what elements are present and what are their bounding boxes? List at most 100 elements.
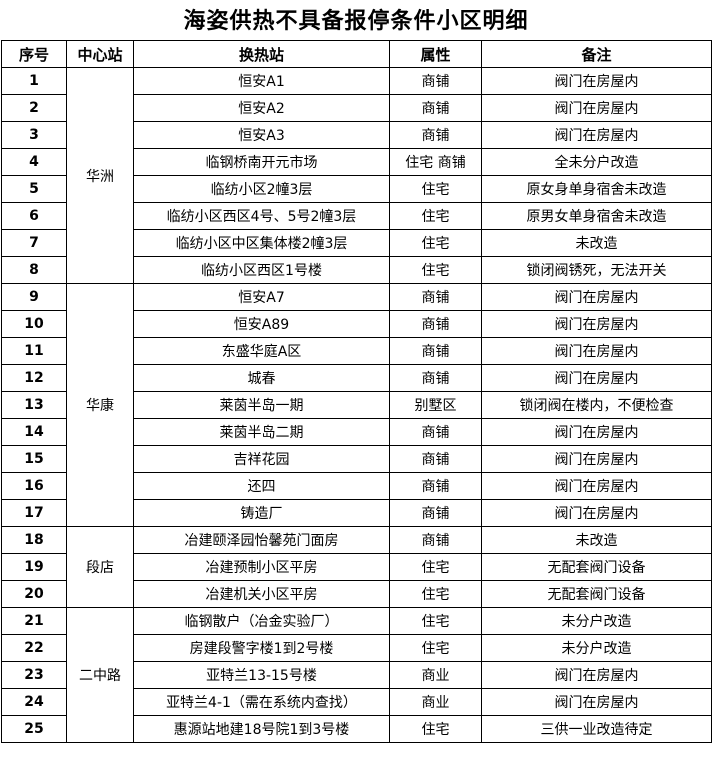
heat-station: 吉祥花园	[133, 445, 390, 473]
property-type: 商铺	[389, 445, 482, 473]
property-type: 商铺	[389, 67, 482, 95]
table-row: 24 亚特兰4-1（需在系统内查找） 商业 阀门在房屋内	[1, 688, 712, 716]
row-number: 22	[1, 634, 67, 662]
property-type: 商铺	[389, 364, 482, 392]
property-type: 商铺	[389, 499, 482, 527]
remark: 无配套阀门设备	[481, 580, 712, 608]
center-station: 段店	[66, 526, 134, 608]
property-type: 商铺	[389, 94, 482, 122]
remark: 原女身单身宿舍未改造	[481, 175, 712, 203]
row-number: 11	[1, 337, 67, 365]
heat-station: 莱茵半岛一期	[133, 391, 390, 419]
row-number: 17	[1, 499, 67, 527]
table-row: 7 临纺小区中区集体楼2幢3层 住宅 未改造	[1, 229, 712, 257]
table-row: 1 华洲 恒安A1 商铺 阀门在房屋内	[1, 67, 712, 284]
heat-station: 还四	[133, 472, 390, 500]
center-station: 华康	[66, 283, 134, 527]
table-row: 20 冶建机关小区平房 住宅 无配套阀门设备	[1, 580, 712, 608]
row-number: 2	[1, 94, 67, 122]
row-number: 6	[1, 202, 67, 230]
row-number: 14	[1, 418, 67, 446]
remark: 锁闭阀在楼内，不便检查	[481, 391, 712, 419]
row-number: 23	[1, 661, 67, 689]
table-row: 6 临纺小区西区4号、5号2幢3层 住宅 原男女单身宿舍未改造	[1, 202, 712, 230]
row-number: 8	[1, 256, 67, 284]
table-row: 11 东盛华庭A区 商铺 阀门在房屋内	[1, 337, 712, 365]
header-row: 序号 中心站 换热站 属性 备注	[1, 40, 712, 68]
property-type: 住宅	[389, 580, 482, 608]
header-type: 属性	[389, 40, 482, 68]
row-number: 25	[1, 715, 67, 743]
property-type: 别墅区	[389, 391, 482, 419]
heat-station: 冶建预制小区平房	[133, 553, 390, 581]
table-row: 5 临纺小区2幢3层 住宅 原女身单身宿舍未改造	[1, 175, 712, 203]
remark: 阀门在房屋内	[481, 418, 712, 446]
center-station: 二中路	[66, 607, 134, 743]
table-row: 23 亚特兰13-15号楼 商业 阀门在房屋内	[1, 661, 712, 689]
heat-station: 恒安A3	[133, 121, 390, 149]
heat-station: 临纺小区西区1号楼	[133, 256, 390, 284]
table-row: 15 吉祥花园 商铺 阀门在房屋内	[1, 445, 712, 473]
property-type: 住宅	[389, 553, 482, 581]
row-number: 21	[1, 607, 67, 635]
remark: 阀门在房屋内	[481, 499, 712, 527]
property-type: 住宅	[389, 202, 482, 230]
center-station: 华洲	[66, 67, 134, 284]
property-type: 住宅	[389, 256, 482, 284]
property-type: 住宅	[389, 607, 482, 635]
property-type: 商铺	[389, 283, 482, 311]
heat-station: 恒安A2	[133, 94, 390, 122]
row-number: 5	[1, 175, 67, 203]
table-row: 25 惠源站地建18号院1到3号楼 住宅 三供一业改造待定	[1, 715, 712, 743]
remark: 阀门在房屋内	[481, 472, 712, 500]
property-type: 商铺	[389, 526, 482, 554]
table-row: 22 房建段警字楼1到2号楼 住宅 未分户改造	[1, 634, 712, 662]
property-type: 商铺	[389, 418, 482, 446]
header-note: 备注	[481, 40, 712, 68]
header-station: 换热站	[133, 40, 390, 68]
remark: 未改造	[481, 229, 712, 257]
heat-station: 临纺小区西区4号、5号2幢3层	[133, 202, 390, 230]
heat-station: 恒安A89	[133, 310, 390, 338]
heat-station: 城春	[133, 364, 390, 392]
heat-station: 冶建机关小区平房	[133, 580, 390, 608]
heat-station: 亚特兰13-15号楼	[133, 661, 390, 689]
heat-station: 恒安A1	[133, 67, 390, 95]
remark: 全未分户改造	[481, 148, 712, 176]
remark: 阀门在房屋内	[481, 283, 712, 311]
table-row: 18 段店 冶建颐泽园怡馨苑门面房 商铺 未改造	[1, 526, 712, 608]
heat-station: 东盛华庭A区	[133, 337, 390, 365]
property-type: 商业	[389, 688, 482, 716]
row-number: 18	[1, 526, 67, 554]
remark: 锁闭阀锈死，无法开关	[481, 256, 712, 284]
table-row: 4 临钢桥南开元市场 住宅 商铺 全未分户改造	[1, 148, 712, 176]
row-number: 24	[1, 688, 67, 716]
table-row: 9 华康 恒安A7 商铺 阀门在房屋内	[1, 283, 712, 527]
heat-station: 恒安A7	[133, 283, 390, 311]
property-type: 住宅	[389, 715, 482, 743]
row-number: 13	[1, 391, 67, 419]
row-number: 16	[1, 472, 67, 500]
table-row: 16 还四 商铺 阀门在房屋内	[1, 472, 712, 500]
heat-station: 亚特兰4-1（需在系统内查找）	[133, 688, 390, 716]
detail-table: 序号 中心站 换热站 属性 备注 1 华洲 恒安A1 商铺 阀门在房屋内 2 恒安A2 商铺阀…	[1, 40, 712, 743]
property-type: 住宅 商铺	[389, 148, 482, 176]
row-number: 9	[1, 283, 67, 311]
remark: 阀门在房屋内	[481, 67, 712, 95]
remark: 阀门在房屋内	[481, 94, 712, 122]
table-row: 17 铸造厂 商铺 阀门在房屋内	[1, 499, 712, 527]
row-number: 7	[1, 229, 67, 257]
header-center: 中心站	[66, 40, 134, 68]
heat-station: 惠源站地建18号院1到3号楼	[133, 715, 390, 743]
remark: 阀门在房屋内	[481, 661, 712, 689]
remark: 阀门在房屋内	[481, 337, 712, 365]
table-row: 8 临纺小区西区1号楼 住宅 锁闭阀锈死，无法开关	[1, 256, 712, 284]
table-row: 13 莱茵半岛一期 别墅区 锁闭阀在楼内，不便检查	[1, 391, 712, 419]
heat-station: 房建段警字楼1到2号楼	[133, 634, 390, 662]
remark: 阀门在房屋内	[481, 364, 712, 392]
row-number: 15	[1, 445, 67, 473]
heat-station: 莱茵半岛二期	[133, 418, 390, 446]
row-number: 19	[1, 553, 67, 581]
heat-station: 临钢散户（冶金实验厂）	[133, 607, 390, 635]
row-number: 1	[1, 67, 67, 95]
